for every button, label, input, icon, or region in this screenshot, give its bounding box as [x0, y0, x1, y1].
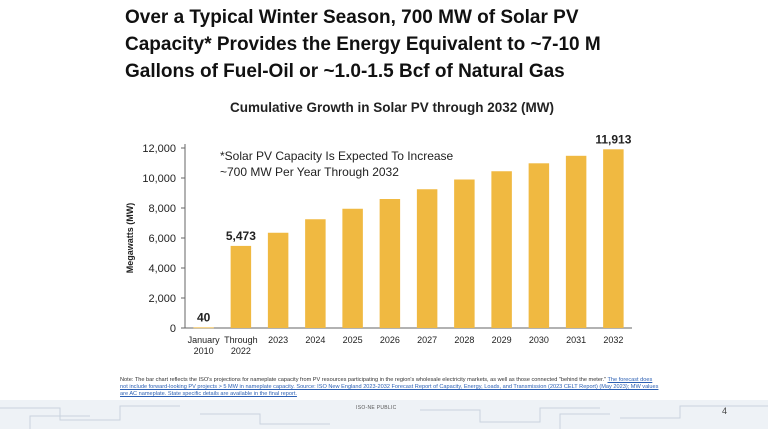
bar	[528, 163, 550, 328]
x-tick-label: 2025	[343, 335, 363, 345]
x-tick-label: 2023	[268, 335, 288, 345]
x-tick-label: 2024	[305, 335, 325, 345]
y-tick-label: 2,000	[148, 293, 176, 305]
bar	[230, 245, 252, 328]
x-tick-label: 2028	[454, 335, 474, 345]
bar	[603, 149, 624, 328]
chart-annotation-line: ~700 MW Per Year Through 2032	[220, 165, 399, 179]
bar	[305, 219, 326, 328]
slide-title-line-1: Over a Typical Winter Season, 700 MW of …	[125, 7, 579, 28]
y-tick-label: 6,000	[148, 233, 176, 245]
bar	[454, 179, 475, 328]
bar	[565, 155, 587, 328]
y-tick-label: 0	[170, 323, 176, 335]
footer-label: ISO-NE PUBLIC	[356, 405, 397, 411]
slide-title: Over a Typical Winter Season, 700 MW of …	[125, 4, 725, 85]
footer-circuit-pattern	[0, 405, 768, 429]
bar	[379, 199, 401, 328]
y-tick-label: 10,000	[142, 173, 176, 185]
page-number: 4	[722, 406, 728, 416]
footnote: Note: The bar chart reflects the ISO's p…	[120, 377, 660, 399]
x-tick-label: Through	[224, 335, 258, 345]
data-label: 11,913	[595, 132, 631, 146]
y-tick-label: 8,000	[148, 203, 176, 215]
data-label: 5,473	[226, 229, 256, 243]
x-tick-label: 2010	[194, 346, 214, 356]
x-tick-label: 2029	[492, 335, 512, 345]
data-label: 40	[197, 310, 211, 324]
chart-annotation-line: *Solar PV Capacity Is Expected To Increa…	[220, 149, 454, 163]
slide-title-line-3: Gallons of Fuel-Oil or ~1.0-1.5 Bcf of N…	[125, 61, 565, 82]
x-tick-label: 2026	[380, 335, 400, 345]
bar	[267, 232, 289, 328]
bar	[491, 171, 512, 328]
footer-band	[0, 400, 768, 429]
bar	[416, 189, 438, 328]
chart-title: Cumulative Growth in Solar PV through 20…	[230, 100, 555, 115]
bar	[193, 327, 214, 329]
x-tick-label: 2031	[566, 335, 586, 345]
x-tick-label: 2027	[417, 335, 437, 345]
y-tick-label: 4,000	[148, 263, 176, 275]
x-tick-label: 2022	[231, 346, 251, 356]
y-tick-label: 12,000	[142, 143, 176, 155]
y-axis-label: Megawatts (MW)	[125, 203, 135, 274]
x-tick-label: January	[188, 335, 221, 345]
x-tick-label: 2030	[529, 335, 549, 345]
footnote-text: Note: The bar chart reflects the ISO's p…	[120, 377, 607, 383]
bar	[342, 208, 363, 328]
footnote-source-link[interactable]: The forecast does not include forward-lo…	[120, 377, 659, 398]
slide-title-line-2: Capacity* Provides the Energy Equivalent…	[125, 34, 601, 55]
x-tick-label: 2032	[603, 335, 623, 345]
